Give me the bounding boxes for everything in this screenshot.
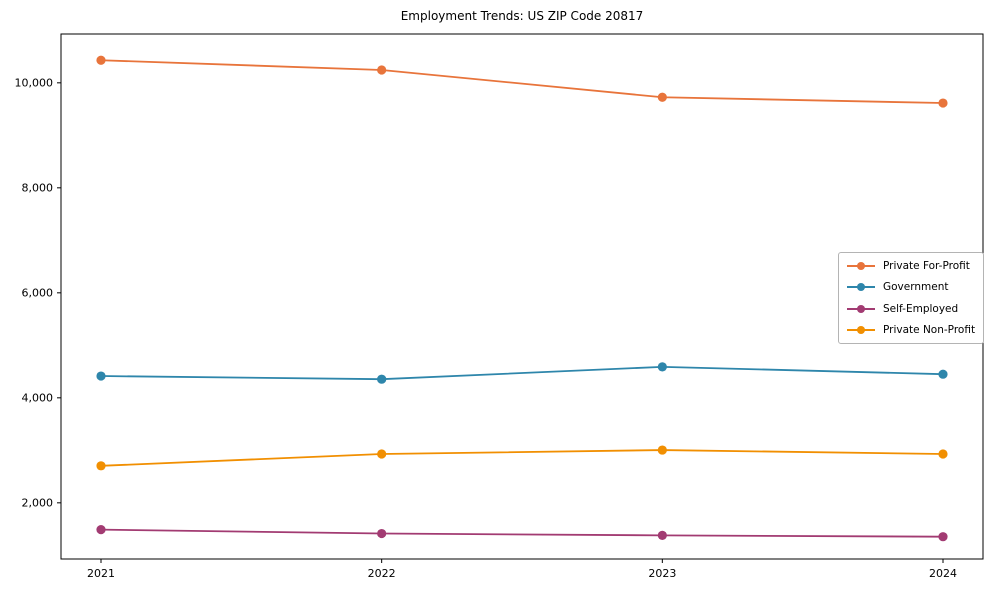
y-tick-label: 6,000 [22,287,54,300]
data-point-private-non-profit-2022 [377,449,387,459]
legend-item-self-employed: Self-Employed [847,303,975,315]
data-point-private-for-profit-2023 [657,92,667,102]
data-point-government-2023 [657,362,667,372]
data-point-private-for-profit-2022 [377,65,387,75]
line-marker-icon [847,261,875,271]
data-point-private-for-profit-2021 [96,55,106,65]
x-tick-label: 2021 [87,567,115,580]
legend: Private For-Profit Government Self-Emplo… [838,252,984,344]
data-point-government-2024 [938,369,948,379]
data-point-government-2021 [96,371,106,381]
series-line-private-non-profit [100,449,944,467]
y-tick-label: 8,000 [22,182,54,195]
data-point-private-non-profit-2021 [96,461,106,471]
data-point-private-non-profit-2024 [938,449,948,459]
data-point-self-employed-2024 [938,532,948,542]
legend-label: Private Non-Profit [883,323,976,336]
x-tick-label: 2022 [368,567,396,580]
data-point-self-employed-2021 [96,525,106,535]
series-line-self-employed [100,528,944,538]
x-tick-label: 2023 [648,567,676,580]
data-point-self-employed-2023 [657,530,667,540]
y-tick-label: 10,000 [15,77,54,90]
data-point-government-2022 [377,374,387,384]
data-point-private-for-profit-2024 [938,98,948,108]
series-line-private-for-profit [100,59,944,104]
legend-label: Private For-Profit [883,260,970,272]
line-marker-icon [847,325,875,335]
legend-item-government: Government [847,281,975,293]
x-tick-label: 2024 [929,567,957,580]
line-marker-icon [847,282,875,292]
legend-label: Government [883,281,949,294]
legend-item-private-for-profit: Private For-Profit [847,260,975,272]
legend-item-private-non-profit: Private Non-Profit [847,324,975,336]
series-line-government [100,365,944,381]
line-marker-icon [847,304,875,314]
legend-label: Self-Employed [883,302,959,315]
chart-title: Employment Trends: US ZIP Code 20817 [400,9,644,23]
y-tick-label: 4,000 [22,392,54,405]
data-point-self-employed-2022 [377,528,387,539]
y-tick-label: 2,000 [22,497,54,510]
data-point-private-non-profit-2023 [657,445,667,455]
